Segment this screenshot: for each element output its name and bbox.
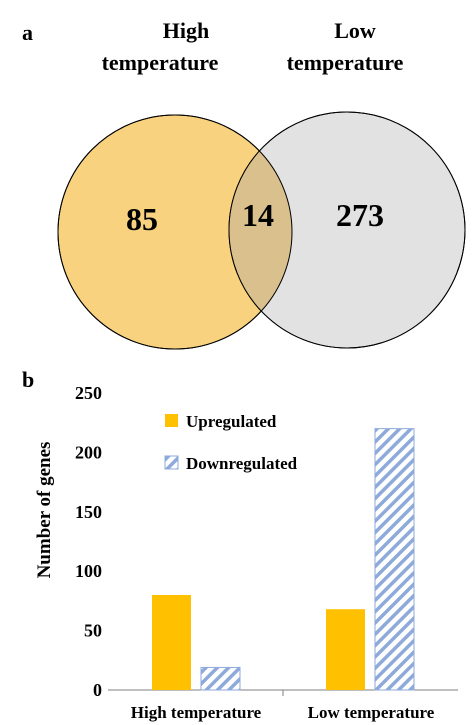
venn-high-only-count: 85 [126, 201, 158, 237]
y-tick-label: 50 [84, 621, 102, 641]
y-tick-label: 150 [75, 502, 102, 522]
venn-set-high-title-line2: temperature [102, 50, 219, 75]
venn-panel: a High temperature Low temperature 85 14… [22, 18, 466, 350]
bar-upregulated-low [326, 609, 365, 690]
bar-panel: b Number of genes 0 50 100 150 200 250 High t… [22, 367, 458, 722]
venn-low-only-count: 273 [336, 197, 384, 233]
y-axis-ticks: 0 50 100 150 200 250 [75, 383, 102, 700]
y-tick-label: 200 [75, 442, 102, 462]
panel-a-label: a [22, 20, 33, 45]
legend: Upregulated Downregulated [164, 412, 298, 473]
legend-swatch-downregulated [164, 455, 179, 470]
x-tick-label-low: Low temperature [308, 703, 435, 722]
venn-circle-high-outline [57, 114, 293, 350]
bar-upregulated-high [152, 594, 191, 690]
legend-label-downregulated: Downregulated [186, 454, 298, 473]
x-tick-label-high: High temperature [131, 703, 262, 722]
legend-label-upregulated: Upregulated [186, 412, 277, 431]
panel-b-label: b [22, 367, 34, 392]
venn-circle-low-outline [228, 111, 466, 349]
venn-set-low-title-line2: temperature [287, 50, 404, 75]
bars [152, 428, 415, 691]
venn-intersection-count: 14 [242, 197, 274, 233]
legend-swatch-upregulated [165, 414, 178, 427]
bar-downregulated-low [374, 428, 415, 691]
bar-downregulated-high [200, 666, 241, 691]
y-axis-label: Number of genes [34, 442, 55, 579]
y-tick-label: 0 [93, 680, 102, 700]
venn-set-high-title-line1: High [163, 18, 209, 43]
y-tick-label: 100 [75, 561, 102, 581]
venn-set-low-title-line1: Low [334, 18, 376, 43]
y-tick-label: 250 [75, 383, 102, 403]
